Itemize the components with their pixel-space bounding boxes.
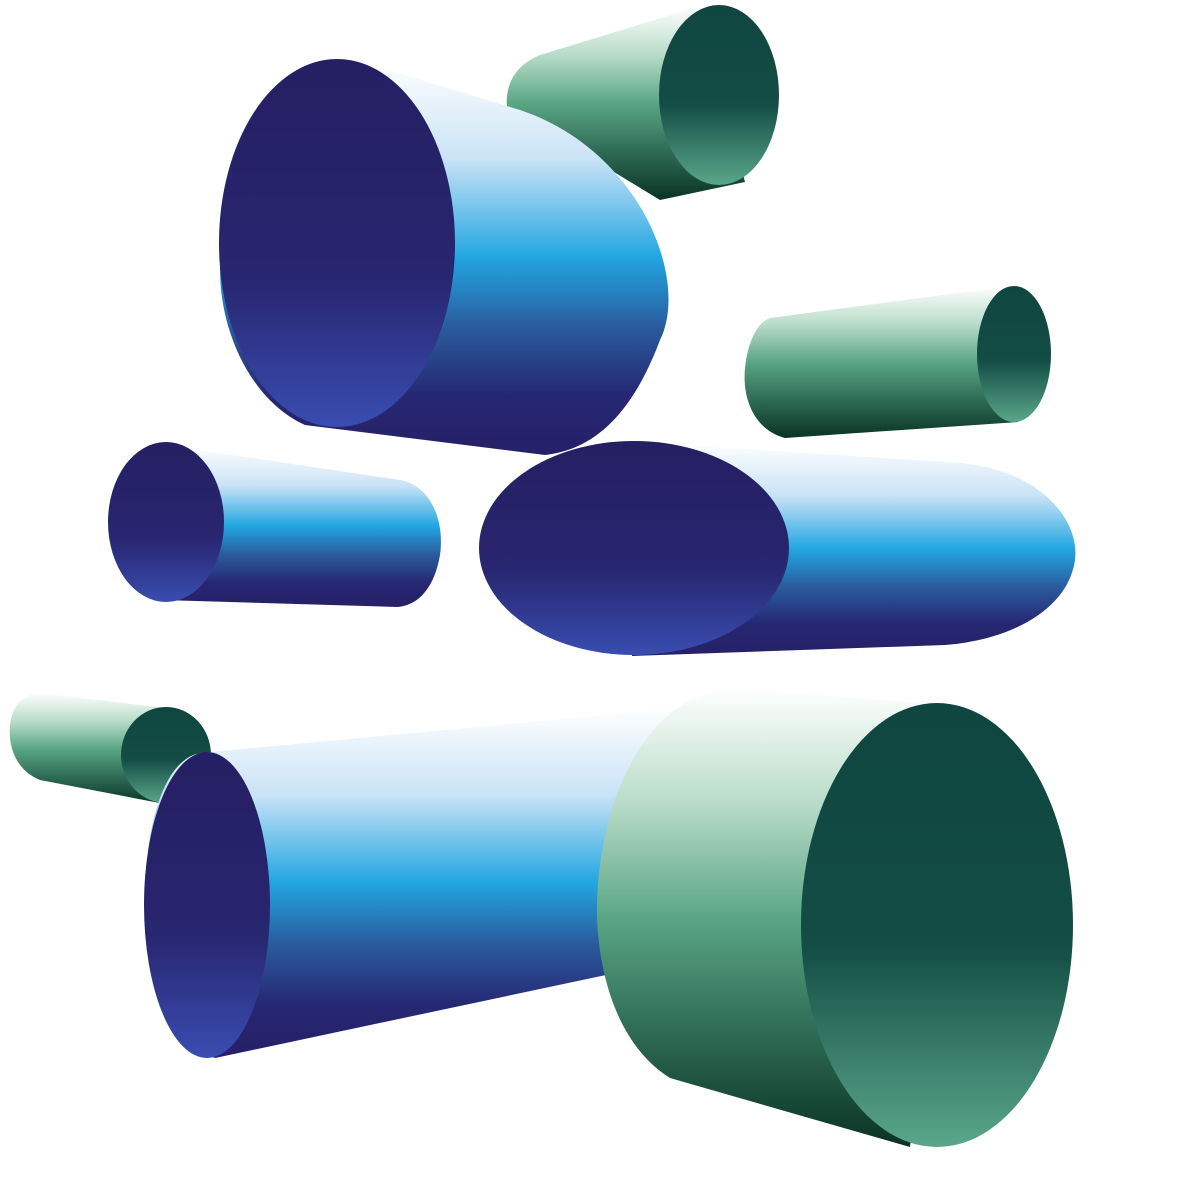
cylinder-center-wide bbox=[479, 441, 1076, 656]
cylinder-middle-left bbox=[108, 442, 441, 607]
cylinder-top-left-large bbox=[219, 59, 669, 455]
cylinder-right-medium bbox=[744, 286, 1051, 438]
cylinder-bottom-left-long bbox=[144, 707, 700, 1058]
cylinder-bottom-right-large bbox=[596, 688, 1073, 1147]
cylinder-top-right-small bbox=[506, 5, 779, 200]
